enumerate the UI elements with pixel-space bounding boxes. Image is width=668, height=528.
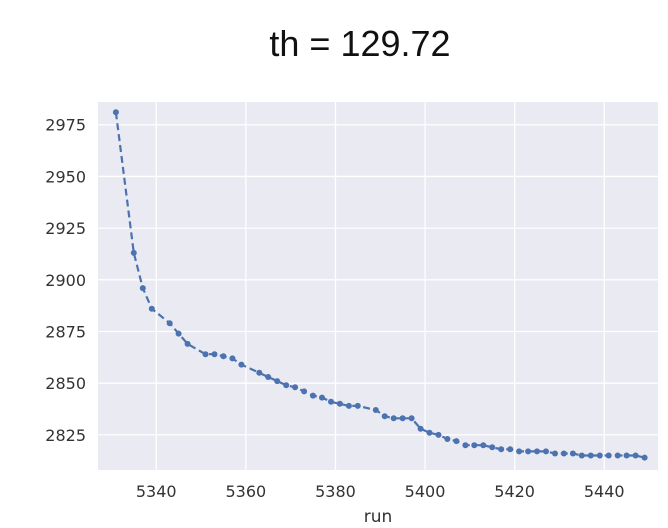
- data-point: [328, 398, 334, 405]
- data-point: [130, 249, 137, 256]
- data-point: [139, 285, 146, 292]
- x-axis-ticks: 5340 5360 5380 5400 5420 5440: [136, 482, 625, 501]
- data-point: [552, 450, 558, 457]
- data-point: [381, 413, 388, 420]
- y-axis-ticks: 2825 2850 2875 2900 2925 2950 2975: [45, 116, 86, 445]
- data-point: [453, 438, 460, 445]
- data-point: [148, 305, 155, 312]
- data-points: [112, 109, 648, 461]
- data-point: [489, 444, 496, 451]
- data-point: [525, 448, 532, 455]
- data-point: [292, 384, 299, 391]
- data-point: [516, 448, 523, 455]
- data-point: [417, 425, 424, 432]
- x-tick-label: 5420: [494, 482, 535, 501]
- data-point: [480, 442, 487, 449]
- data-point: [587, 452, 594, 459]
- data-point: [345, 402, 352, 409]
- data-point: [211, 351, 218, 358]
- data-point: [274, 378, 281, 385]
- data-point: [265, 374, 272, 380]
- data-point: [435, 431, 442, 438]
- data-point: [372, 407, 379, 413]
- y-tick-label: 2900: [45, 271, 86, 290]
- data-point: [444, 436, 451, 442]
- data-point: [560, 450, 567, 457]
- data-point: [569, 450, 576, 457]
- data-point: [426, 429, 433, 436]
- data-point: [238, 361, 245, 368]
- data-point: [534, 448, 540, 455]
- plot-area: [98, 102, 658, 470]
- data-point: [166, 320, 173, 327]
- data-point: [614, 452, 621, 459]
- x-tick-label: 5340: [136, 482, 177, 501]
- data-point: [220, 353, 227, 360]
- data-point: [354, 402, 361, 409]
- y-tick-label: 2925: [45, 219, 86, 238]
- x-tick-label: 5360: [225, 482, 266, 501]
- data-point: [399, 415, 406, 422]
- data-point: [462, 442, 469, 449]
- data-point: [336, 400, 343, 407]
- data-point: [283, 382, 290, 389]
- x-axis-label: run: [364, 507, 393, 527]
- data-point: [498, 446, 505, 453]
- y-tick-label: 2875: [45, 322, 86, 341]
- data-point: [596, 452, 603, 459]
- data-point: [301, 388, 308, 395]
- data-point: [507, 446, 514, 453]
- data-point: [310, 392, 316, 399]
- data-point: [408, 415, 415, 422]
- data-point: [543, 448, 549, 455]
- chart-title: th = 129.72: [269, 23, 450, 64]
- y-tick-label: 2975: [45, 116, 86, 135]
- data-point: [641, 454, 648, 461]
- data-point: [256, 369, 263, 376]
- y-tick-label: 2850: [45, 374, 86, 393]
- data-point: [319, 394, 325, 401]
- data-point: [390, 415, 397, 422]
- data-point: [229, 355, 236, 362]
- data-point: [471, 442, 478, 449]
- x-tick-label: 5400: [405, 482, 446, 501]
- x-tick-label: 5380: [315, 482, 356, 501]
- grid: [98, 102, 658, 470]
- x-tick-label: 5440: [584, 482, 625, 501]
- data-point: [623, 452, 630, 459]
- data-point: [184, 340, 191, 347]
- y-tick-label: 2950: [45, 167, 86, 186]
- data-point: [202, 351, 209, 358]
- data-point: [175, 330, 182, 337]
- data-point: [578, 452, 585, 459]
- y-tick-label: 2825: [45, 426, 86, 445]
- data-point: [112, 109, 119, 116]
- data-point: [632, 452, 639, 459]
- data-point: [605, 452, 612, 459]
